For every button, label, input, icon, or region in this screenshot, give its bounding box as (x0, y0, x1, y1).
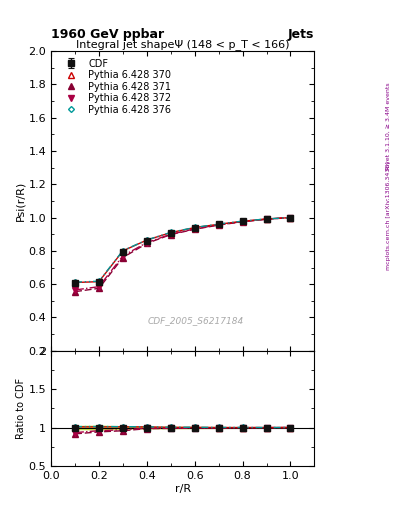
Y-axis label: Psi(r/R): Psi(r/R) (16, 181, 26, 221)
X-axis label: r/R: r/R (174, 483, 191, 494)
Text: CDF_2005_S6217184: CDF_2005_S6217184 (148, 316, 244, 325)
Text: 1960 GeV ppbar: 1960 GeV ppbar (51, 28, 164, 41)
Y-axis label: Ratio to CDF: Ratio to CDF (16, 378, 26, 439)
Title: Integral jet shapeΨ (148 < p_T < 166): Integral jet shapeΨ (148 < p_T < 166) (76, 39, 290, 50)
Text: Rivet 3.1.10, ≥ 3.4M events: Rivet 3.1.10, ≥ 3.4M events (386, 82, 391, 170)
Text: Jets: Jets (288, 28, 314, 41)
Legend: CDF, Pythia 6.428 370, Pythia 6.428 371, Pythia 6.428 372, Pythia 6.428 376: CDF, Pythia 6.428 370, Pythia 6.428 371,… (56, 56, 174, 118)
Text: mcplots.cern.ch [arXiv:1306.3436]: mcplots.cern.ch [arXiv:1306.3436] (386, 162, 391, 270)
